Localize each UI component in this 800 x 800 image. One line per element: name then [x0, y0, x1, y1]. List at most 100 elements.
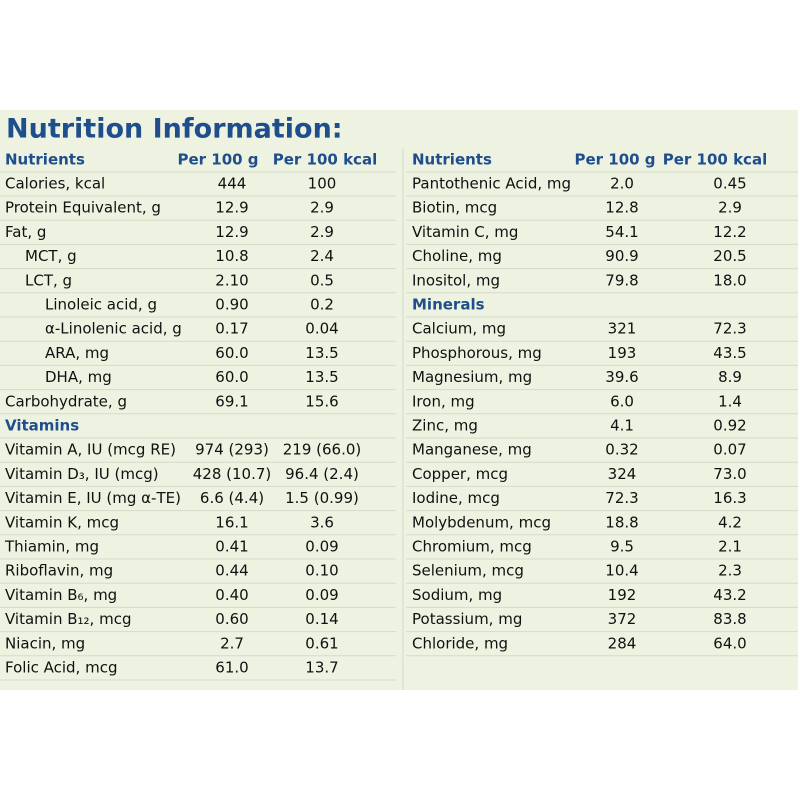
- nutrient-name: Inositol, mg: [412, 271, 500, 289]
- per-100kcal: 13.5: [305, 368, 338, 386]
- per-100g: 974 (293): [195, 441, 269, 459]
- per-100kcal: 1.5 (0.99): [285, 489, 359, 507]
- per-100kcal: 2.9: [310, 199, 334, 217]
- per-100kcal: 8.9: [718, 368, 742, 386]
- per-100kcal: 73.0: [713, 465, 746, 483]
- per-100kcal: 0.14: [305, 610, 338, 628]
- per-100kcal: 0.5: [310, 271, 334, 289]
- per-100g: 12.9: [215, 223, 248, 241]
- per-100g: 69.1: [215, 392, 248, 410]
- nutrient-name: Vitamin E, IU (mg α-TE): [5, 489, 181, 507]
- per-100g: 0.40: [215, 586, 248, 604]
- per-100g: 2.7: [220, 634, 244, 652]
- nutrient-name: Folic Acid, mcg: [5, 659, 117, 677]
- per-100g: 79.8: [605, 271, 638, 289]
- nutrient-name: Molybdenum, mcg: [412, 513, 551, 531]
- per-100kcal: 43.5: [713, 344, 746, 362]
- per-100g: 60.0: [215, 368, 248, 386]
- per-100kcal: 0.45: [713, 175, 746, 193]
- column-header: Per 100 g: [177, 151, 258, 169]
- per-100g: 90.9: [605, 247, 638, 265]
- per-100kcal: 12.2: [713, 223, 746, 241]
- per-100kcal: 2.9: [718, 199, 742, 217]
- per-100g: 54.1: [605, 223, 638, 241]
- per-100g: 2.0: [610, 175, 634, 193]
- nutrient-name: Protein Equivalent, g: [5, 199, 161, 217]
- nutrient-name: Vitamin C, mg: [412, 223, 518, 241]
- per-100kcal: 1.4: [718, 392, 742, 410]
- per-100kcal: 2.9: [310, 223, 334, 241]
- per-100g: 6.6 (4.4): [200, 489, 264, 507]
- per-100g: 18.8: [605, 513, 638, 531]
- nutrient-name: Calcium, mg: [412, 320, 506, 338]
- per-100g: 6.0: [610, 392, 634, 410]
- nutrient-name: Carbohydrate, g: [5, 392, 127, 410]
- per-100g: 0.41: [215, 538, 248, 556]
- per-100kcal: 0.04: [305, 320, 338, 338]
- nutrient-name: Niacin, mg: [5, 634, 85, 652]
- nutrient-name: Calories, kcal: [5, 175, 105, 193]
- per-100g: 61.0: [215, 659, 248, 677]
- per-100kcal: 100: [308, 175, 337, 193]
- nutrient-name: Linoleic acid, g: [45, 296, 157, 314]
- per-100g: 9.5: [610, 538, 634, 556]
- per-100g: 192: [608, 586, 637, 604]
- per-100g: 324: [608, 465, 637, 483]
- nutrient-name: Vitamin A, IU (mcg RE): [5, 441, 176, 459]
- per-100g: 12.8: [605, 199, 638, 217]
- nutrient-name: Iron, mg: [412, 392, 475, 410]
- per-100g: 72.3: [605, 489, 638, 507]
- per-100kcal: 0.61: [305, 634, 338, 652]
- per-100kcal: 64.0: [713, 634, 746, 652]
- per-100kcal: 15.6: [305, 392, 338, 410]
- per-100g: 4.1: [610, 417, 634, 435]
- column-header: Nutrients: [412, 151, 492, 169]
- per-100kcal: 0.10: [305, 562, 338, 580]
- per-100kcal: 2.4: [310, 247, 334, 265]
- per-100kcal: 0.09: [305, 538, 338, 556]
- section-heading: Minerals: [412, 296, 485, 314]
- nutrient-name: ARA, mg: [45, 344, 109, 362]
- nutrient-name: Potassium, mg: [412, 610, 522, 628]
- per-100kcal: 18.0: [713, 271, 746, 289]
- per-100kcal: 0.07: [713, 441, 746, 459]
- per-100kcal: 0.92: [713, 417, 746, 435]
- per-100g: 60.0: [215, 344, 248, 362]
- per-100g: 193: [608, 344, 637, 362]
- nutrient-name: Copper, mcg: [412, 465, 508, 483]
- per-100g: 0.90: [215, 296, 248, 314]
- nutrient-name: DHA, mg: [45, 368, 112, 386]
- nutrient-name: Selenium, mcg: [412, 562, 524, 580]
- panel: [0, 110, 798, 690]
- per-100kcal: 96.4 (2.4): [285, 465, 359, 483]
- per-100g: 16.1: [215, 513, 248, 531]
- per-100g: 39.6: [605, 368, 638, 386]
- per-100kcal: 3.6: [310, 513, 334, 531]
- per-100kcal: 72.3: [713, 320, 746, 338]
- per-100g: 0.32: [605, 441, 638, 459]
- per-100kcal: 2.3: [718, 562, 742, 580]
- per-100kcal: 13.5: [305, 344, 338, 362]
- per-100g: 444: [218, 175, 247, 193]
- column-header: Per 100 g: [574, 151, 655, 169]
- section-heading: Vitamins: [5, 417, 79, 435]
- nutrient-name: Riboflavin, mg: [5, 562, 113, 580]
- per-100kcal: 2.1: [718, 538, 742, 556]
- nutrient-name: Zinc, mg: [412, 417, 478, 435]
- per-100kcal: 20.5: [713, 247, 746, 265]
- nutrient-name: Pantothenic Acid, mg: [412, 175, 571, 193]
- column-header: Per 100 kcal: [273, 151, 377, 169]
- per-100g: 10.8: [215, 247, 248, 265]
- nutrient-name: Phosphorous, mg: [412, 344, 542, 362]
- per-100g: 372: [608, 610, 637, 628]
- title: Nutrition Information:: [6, 114, 343, 145]
- per-100g: 284: [608, 634, 637, 652]
- per-100g: 0.17: [215, 320, 248, 338]
- nutrient-name: Magnesium, mg: [412, 368, 532, 386]
- nutrient-name: Fat, g: [5, 223, 46, 241]
- per-100g: 10.4: [605, 562, 638, 580]
- nutrient-name: Thiamin, mg: [4, 538, 99, 556]
- per-100kcal: 13.7: [305, 659, 338, 677]
- per-100kcal: 0.09: [305, 586, 338, 604]
- nutrient-name: LCT, g: [25, 271, 72, 289]
